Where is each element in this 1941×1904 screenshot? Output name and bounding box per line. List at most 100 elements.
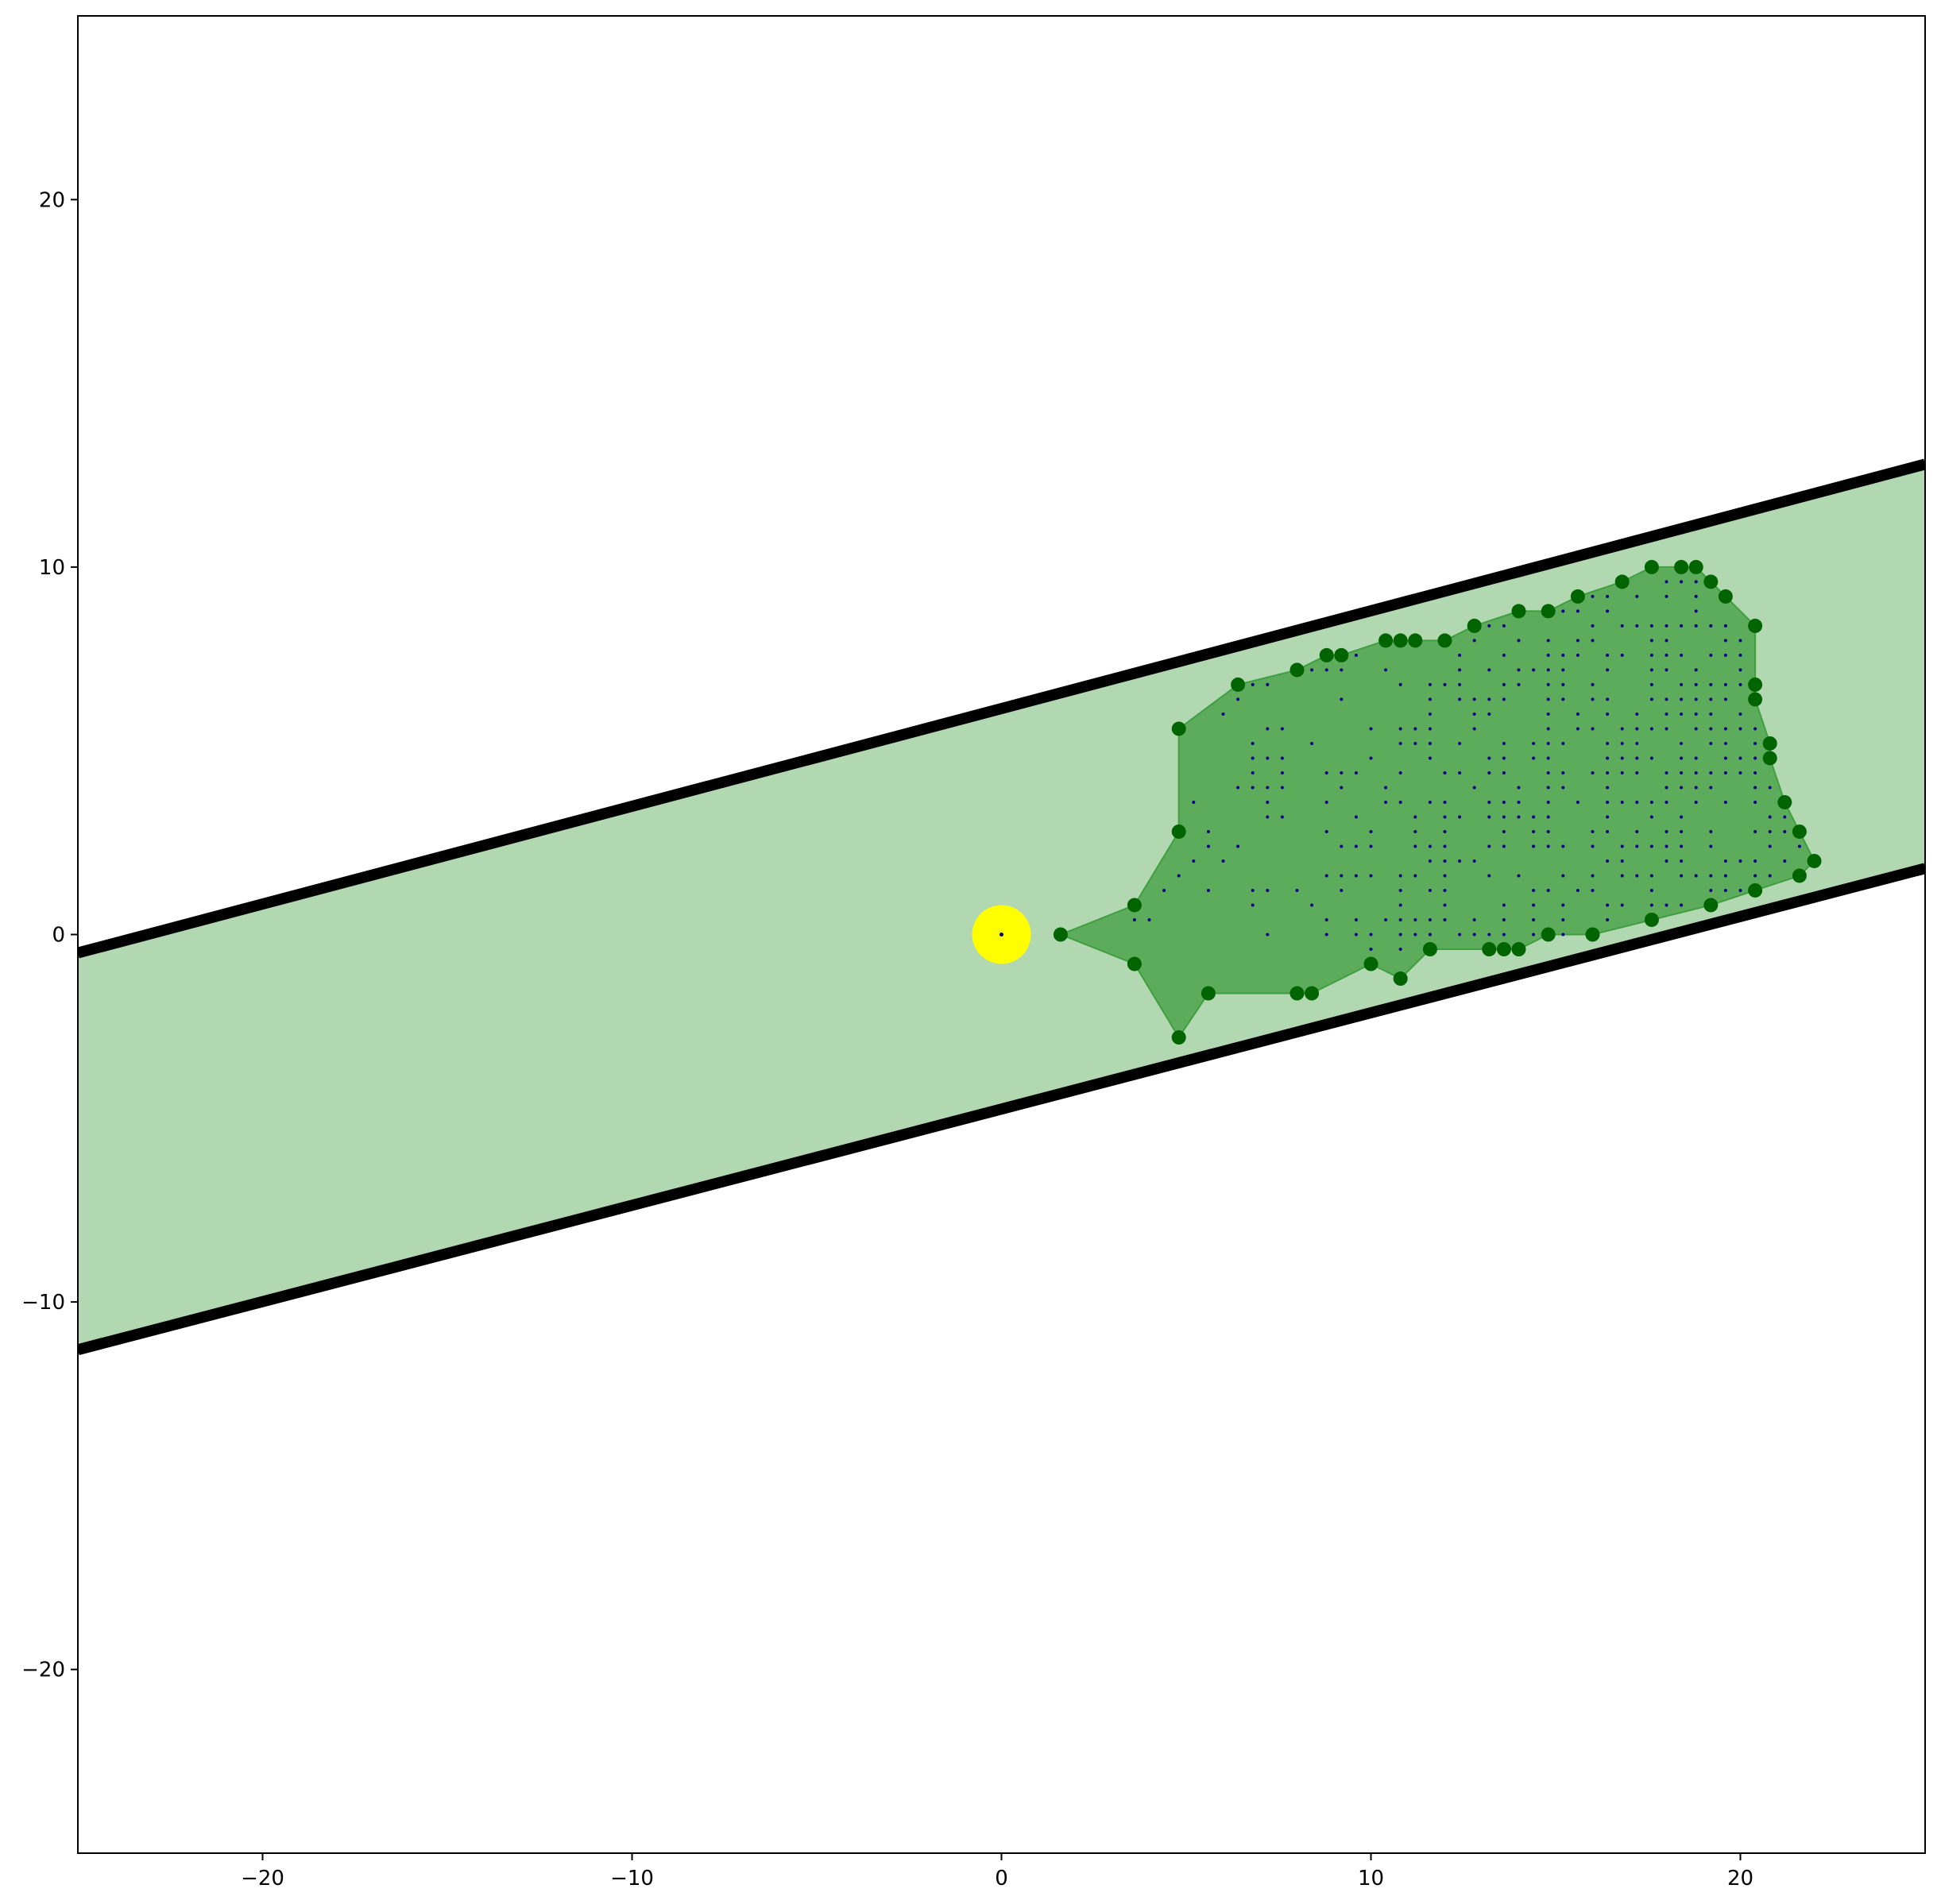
hull-point xyxy=(1748,677,1763,692)
interior-point xyxy=(1206,829,1210,833)
y-tick-label: 0 xyxy=(52,924,65,948)
interior-point xyxy=(1502,903,1506,907)
interior-point xyxy=(1753,756,1757,760)
interior-point xyxy=(1606,594,1610,598)
interior-point xyxy=(1502,800,1506,804)
interior-point xyxy=(1532,756,1536,760)
interior-point xyxy=(1221,712,1225,716)
interior-point xyxy=(1517,815,1521,819)
interior-point xyxy=(1561,933,1565,937)
corridor-lower-boundary xyxy=(78,863,1925,1356)
interior-point xyxy=(1694,609,1698,613)
interior-point xyxy=(1236,697,1240,701)
interior-point xyxy=(1649,800,1653,804)
interior-point xyxy=(1606,756,1610,760)
x-tick-label: 10 xyxy=(1358,1867,1384,1890)
interior-point xyxy=(1753,741,1757,745)
interior-point xyxy=(1738,639,1742,643)
hull-point xyxy=(1053,927,1068,942)
interior-point xyxy=(1398,948,1402,952)
interior-point xyxy=(1532,917,1536,921)
interior-point xyxy=(1694,756,1698,760)
interior-point xyxy=(1649,727,1653,731)
hull-point xyxy=(1541,927,1556,942)
interior-point xyxy=(1546,844,1550,848)
hull-point xyxy=(1378,633,1394,648)
interior-point xyxy=(1162,888,1166,892)
interior-point xyxy=(1753,770,1757,774)
interior-point xyxy=(1517,639,1521,643)
interior-point xyxy=(1738,888,1742,892)
interior-point xyxy=(1738,727,1742,731)
interior-point xyxy=(1443,770,1447,774)
interior-point xyxy=(1192,800,1196,804)
interior-point xyxy=(1443,903,1447,907)
hull-point xyxy=(1748,618,1763,633)
y-axis: 20 10 0 −10 −20 xyxy=(21,188,78,1682)
interior-point xyxy=(1665,653,1668,657)
interior-point xyxy=(1694,800,1698,804)
interior-point xyxy=(1251,741,1255,745)
interior-point xyxy=(1398,800,1402,804)
interior-point xyxy=(1458,770,1462,774)
hull-point xyxy=(1393,633,1408,648)
interior-point xyxy=(1546,829,1550,833)
interior-point xyxy=(1665,727,1668,731)
interior-point xyxy=(1546,639,1550,643)
interior-point xyxy=(1606,712,1610,716)
interior-point xyxy=(1354,917,1358,921)
interior-point xyxy=(1546,741,1550,745)
interior-point xyxy=(1251,756,1255,760)
interior-point xyxy=(1532,829,1536,833)
interior-point xyxy=(1620,624,1624,628)
interior-point xyxy=(1606,770,1610,774)
interior-point xyxy=(1487,712,1491,716)
interior-point xyxy=(1665,800,1668,804)
interior-point xyxy=(1665,624,1668,628)
interior-point xyxy=(1384,917,1388,921)
interior-point xyxy=(1694,786,1698,790)
interior-point xyxy=(1561,770,1565,774)
interior-point xyxy=(1413,829,1417,833)
interior-point xyxy=(1738,682,1742,686)
interior-point xyxy=(1413,874,1417,878)
interior-point xyxy=(1620,874,1624,878)
interior-point xyxy=(1561,682,1565,686)
interior-point xyxy=(1753,874,1757,878)
interior-point xyxy=(1546,697,1550,701)
interior-point xyxy=(1413,844,1417,848)
interior-point xyxy=(1340,844,1344,848)
hull-point xyxy=(1718,589,1733,604)
interior-point xyxy=(1147,917,1151,921)
interior-point xyxy=(1591,888,1595,892)
interior-point xyxy=(1517,874,1521,878)
interior-point xyxy=(1280,770,1284,774)
interior-point xyxy=(1680,770,1684,774)
interior-point xyxy=(1177,874,1181,878)
interior-point xyxy=(1384,786,1388,790)
interior-point xyxy=(1694,712,1698,716)
y-tick-label: 20 xyxy=(39,188,65,212)
interior-point xyxy=(1709,874,1713,878)
interior-point xyxy=(1354,770,1358,774)
interior-point xyxy=(1649,668,1653,672)
interior-point xyxy=(1606,800,1610,804)
interior-point xyxy=(1266,786,1270,790)
interior-point xyxy=(1723,639,1727,643)
interior-point xyxy=(1738,653,1742,657)
interior-point xyxy=(1251,682,1255,686)
interior-point xyxy=(1340,668,1344,672)
interior-point xyxy=(1532,844,1536,848)
interior-point xyxy=(1295,888,1299,892)
interior-point xyxy=(1606,859,1610,863)
interior-point xyxy=(1443,844,1447,848)
interior-point xyxy=(1680,712,1684,716)
interior-point xyxy=(1443,682,1447,686)
interior-point xyxy=(1768,829,1772,833)
interior-point xyxy=(1723,859,1727,863)
interior-point xyxy=(1369,756,1373,760)
x-tick-label: 0 xyxy=(995,1867,1008,1890)
interior-point xyxy=(1546,682,1550,686)
hull-point xyxy=(1363,956,1378,971)
interior-point xyxy=(1753,727,1757,731)
